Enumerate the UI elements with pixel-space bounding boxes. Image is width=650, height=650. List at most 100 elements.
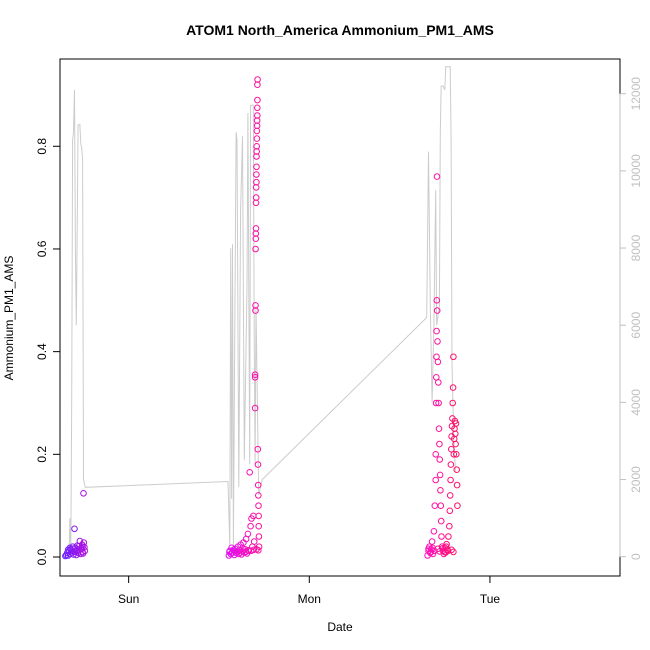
data-point	[430, 528, 438, 535]
data-point	[252, 302, 259, 309]
data-point	[244, 530, 252, 538]
data-point	[253, 122, 261, 129]
data-point	[434, 338, 441, 345]
data-point	[452, 440, 459, 448]
data-point	[79, 543, 86, 551]
data-point	[453, 481, 461, 489]
data-point	[432, 399, 440, 407]
data-point	[446, 522, 453, 530]
data-point	[253, 112, 261, 119]
data-point	[254, 76, 261, 83]
data-point	[252, 235, 260, 242]
data-point	[254, 547, 262, 554]
data-point	[253, 178, 260, 186]
y-axis-label: Ammonium_PM1_AMS	[2, 256, 16, 381]
data-point	[439, 545, 446, 552]
data-point	[436, 456, 444, 463]
axes-layer: Sun Mon Tue 0.0 0.2 0.4 0.6 0.8 0 2000 4000 6000 800…	[35, 77, 643, 606]
data-point	[454, 502, 461, 510]
y-tick-label: 0.8	[35, 138, 49, 155]
data-point	[436, 440, 443, 448]
x-tick-label: Tue	[480, 592, 501, 606]
data-point	[77, 545, 85, 552]
data-point	[449, 399, 457, 407]
y-tick-label: 0.4	[35, 343, 49, 360]
data-point	[447, 476, 454, 484]
data-point	[254, 445, 262, 453]
y-tick-label: 0.2	[35, 446, 49, 463]
data-point	[73, 546, 81, 554]
data-point	[252, 225, 260, 232]
data-point	[447, 461, 455, 468]
data-point	[432, 476, 440, 484]
data-point	[254, 96, 261, 104]
data-point	[453, 451, 460, 458]
data-point	[452, 420, 460, 427]
data-point	[452, 430, 459, 438]
y2-tick-label: 8000	[629, 234, 643, 261]
altitude-layer	[68, 66, 457, 557]
data-point	[255, 512, 263, 520]
data-point	[255, 502, 262, 510]
data-point	[255, 533, 263, 540]
data-point	[445, 533, 452, 540]
data-point	[72, 548, 79, 556]
y2-tick-label: 4000	[629, 389, 643, 416]
data-point	[251, 374, 259, 381]
data-point	[434, 358, 442, 366]
data-point	[254, 461, 262, 468]
data-point	[435, 425, 443, 433]
data-point	[254, 492, 262, 499]
data-point	[432, 451, 440, 458]
data-point	[253, 171, 260, 178]
data-point	[446, 492, 454, 499]
data-point	[250, 546, 257, 554]
data-point	[437, 517, 445, 525]
data-point	[433, 173, 441, 180]
data-point	[252, 245, 259, 253]
data-point	[253, 104, 261, 112]
y2-tick-label: 0	[629, 553, 643, 560]
data-point	[253, 135, 261, 142]
data-point	[75, 542, 83, 550]
data-point	[450, 353, 457, 361]
data-point	[446, 507, 454, 515]
data-point	[427, 548, 435, 556]
data-point	[453, 466, 461, 474]
y2-tick-label: 12000	[629, 77, 643, 111]
data-point	[448, 546, 455, 554]
altitude-line	[68, 66, 457, 557]
data-point	[246, 469, 253, 476]
data-point	[80, 490, 87, 497]
data-point	[80, 539, 88, 546]
points-layer	[62, 76, 461, 560]
x-tick-label: Sun	[118, 592, 139, 606]
data-point	[448, 445, 455, 453]
data-point	[252, 194, 260, 201]
data-point	[253, 143, 261, 150]
data-point	[438, 533, 445, 540]
data-point	[247, 522, 254, 530]
data-point	[251, 371, 259, 379]
data-point	[437, 487, 444, 494]
y-tick-label: 0.0	[35, 548, 49, 565]
data-point	[255, 522, 263, 530]
x-axis-label: Date	[327, 620, 353, 634]
x-tick-label: Mon	[298, 592, 321, 606]
data-point	[254, 481, 262, 489]
data-point	[251, 404, 259, 412]
data-point	[450, 451, 458, 458]
data-point	[437, 502, 445, 510]
data-point	[71, 525, 78, 533]
y2-tick-label: 2000	[629, 466, 643, 493]
data-point	[250, 538, 258, 545]
data-point	[428, 538, 436, 545]
data-point	[433, 297, 441, 304]
data-point	[442, 543, 450, 551]
y2-tick-label: 6000	[629, 312, 643, 339]
chart-title: ATOM1 North_America Ammonium_PM1_AMS	[186, 22, 494, 38]
data-point	[433, 307, 441, 314]
data-point	[253, 163, 260, 171]
data-point	[436, 471, 444, 479]
